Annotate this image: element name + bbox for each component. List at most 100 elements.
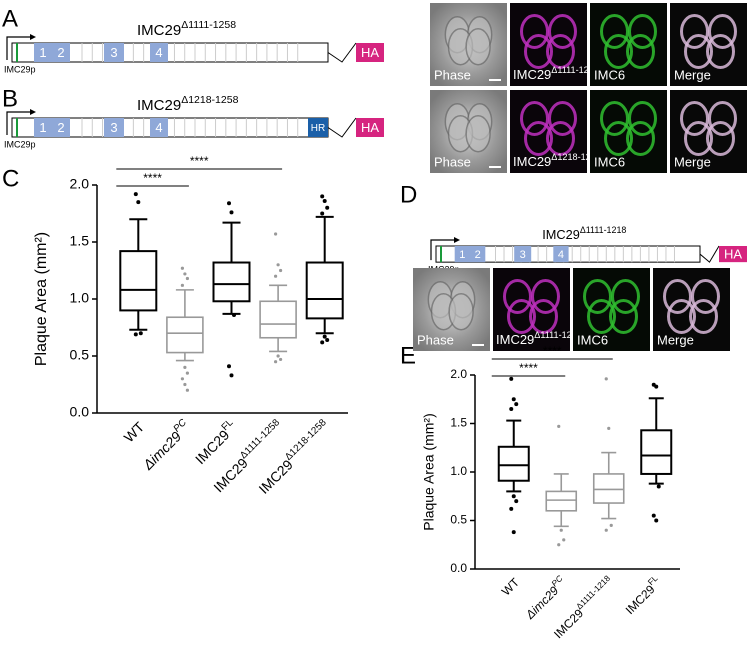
exon-label: 3: [520, 249, 526, 261]
cell: [448, 292, 474, 331]
cell: [604, 34, 633, 69]
y-tick-label: 0.0: [450, 561, 467, 575]
exon-label: 2: [475, 249, 481, 261]
outlier: [320, 211, 325, 216]
exon-label: 3: [110, 120, 117, 135]
outlier: [320, 340, 325, 345]
outlier: [514, 499, 519, 504]
outlier: [322, 198, 327, 203]
arrow-head: [454, 237, 460, 243]
exon: [104, 43, 124, 62]
cell: [684, 121, 713, 156]
superscript: Δ1111-1258: [238, 417, 282, 461]
hr-box: [308, 118, 328, 137]
exon-label: 4: [558, 249, 564, 261]
splice-link: [327, 42, 357, 63]
tag-label: HA: [724, 247, 742, 262]
outlier: [133, 332, 138, 337]
splice-link: [327, 117, 357, 138]
cell: [684, 34, 713, 69]
outlier: [180, 283, 184, 287]
outlier: [185, 276, 189, 281]
outlier: [514, 402, 519, 407]
y-axis-label: Plaque Area (mm²): [421, 413, 437, 530]
box: [497, 445, 530, 482]
outlier: [325, 338, 330, 343]
outlier: [274, 360, 278, 364]
cell: [708, 101, 737, 136]
exon: [150, 43, 168, 62]
cell: [529, 299, 558, 334]
superscript: Δ1218-1258: [551, 152, 601, 162]
x-tick-label: WT: [120, 418, 147, 445]
box: [119, 250, 158, 312]
outlier: [276, 354, 280, 358]
channel-label: Merge: [674, 154, 711, 169]
cell: [546, 34, 575, 69]
exon-label: 4: [155, 120, 162, 135]
text-part: IMC29: [542, 227, 580, 242]
outlier: [654, 384, 659, 389]
y-tick-label: 0.5: [450, 513, 467, 527]
channel-label: IMC6: [577, 332, 608, 347]
channel-label: Phase: [417, 332, 454, 347]
cell: [706, 121, 735, 156]
outlier: [183, 382, 187, 387]
outlier: [607, 426, 611, 430]
outlier: [183, 365, 187, 369]
cell: [548, 14, 577, 49]
y-tick-label: 1.5: [450, 416, 467, 430]
box: [592, 473, 625, 504]
outlier: [509, 376, 514, 381]
outlier: [609, 523, 613, 527]
exon: [514, 246, 532, 263]
superscript: Δ1218-1258: [283, 417, 329, 463]
exon-label: 1: [39, 45, 46, 60]
promoter-arrow: [6, 36, 30, 60]
cell: [689, 299, 718, 334]
outlier: [185, 371, 189, 375]
channel-label: IMC29Δ1111-1218: [496, 330, 582, 347]
text-part: IMC29: [137, 97, 181, 114]
box: [640, 429, 673, 475]
outlier: [509, 506, 514, 511]
superscript: Δ1111-1258: [551, 65, 599, 75]
text-part: IMC29: [496, 332, 534, 347]
outlier: [133, 192, 138, 197]
cell: [626, 34, 655, 69]
cell: [503, 279, 532, 314]
outlier: [229, 210, 234, 215]
cell: [628, 101, 657, 136]
channel-label: Merge: [657, 332, 694, 347]
channel-label: IMC29Δ1111-1258: [513, 65, 599, 82]
text-part: Δimc29: [139, 428, 184, 473]
y-tick-label: 1.0: [70, 290, 90, 306]
outlier: [656, 484, 661, 489]
panel-label: A: [2, 5, 18, 32]
cell: [604, 121, 633, 156]
exon: [104, 118, 124, 137]
cell: [667, 299, 696, 334]
cell: [680, 101, 709, 136]
exon-label: 3: [110, 45, 117, 60]
y-tick-label: 1.5: [70, 233, 90, 249]
construct-title: IMC29Δ1218-1258: [137, 94, 239, 114]
cell: [706, 34, 735, 69]
outlier: [320, 194, 325, 199]
exon: [52, 118, 70, 137]
text-part: IMC29: [137, 22, 181, 39]
panel-label: B: [2, 85, 18, 112]
y-tick-label: 1.0: [450, 464, 467, 478]
text-part: IMC29: [513, 67, 551, 82]
promoter-arrow: [430, 239, 454, 261]
x-tick-label: IMC29FL: [621, 573, 665, 617]
outlier: [274, 274, 278, 278]
x-tick-label: Δimc29PC: [520, 573, 570, 623]
channel-label: Phase: [434, 67, 471, 82]
y-tick-label: 0.5: [70, 347, 90, 363]
cell: [680, 14, 709, 49]
outlier: [138, 331, 143, 336]
tag-box: [356, 43, 384, 62]
cell: [583, 279, 612, 314]
channel-label: IMC6: [594, 67, 625, 82]
